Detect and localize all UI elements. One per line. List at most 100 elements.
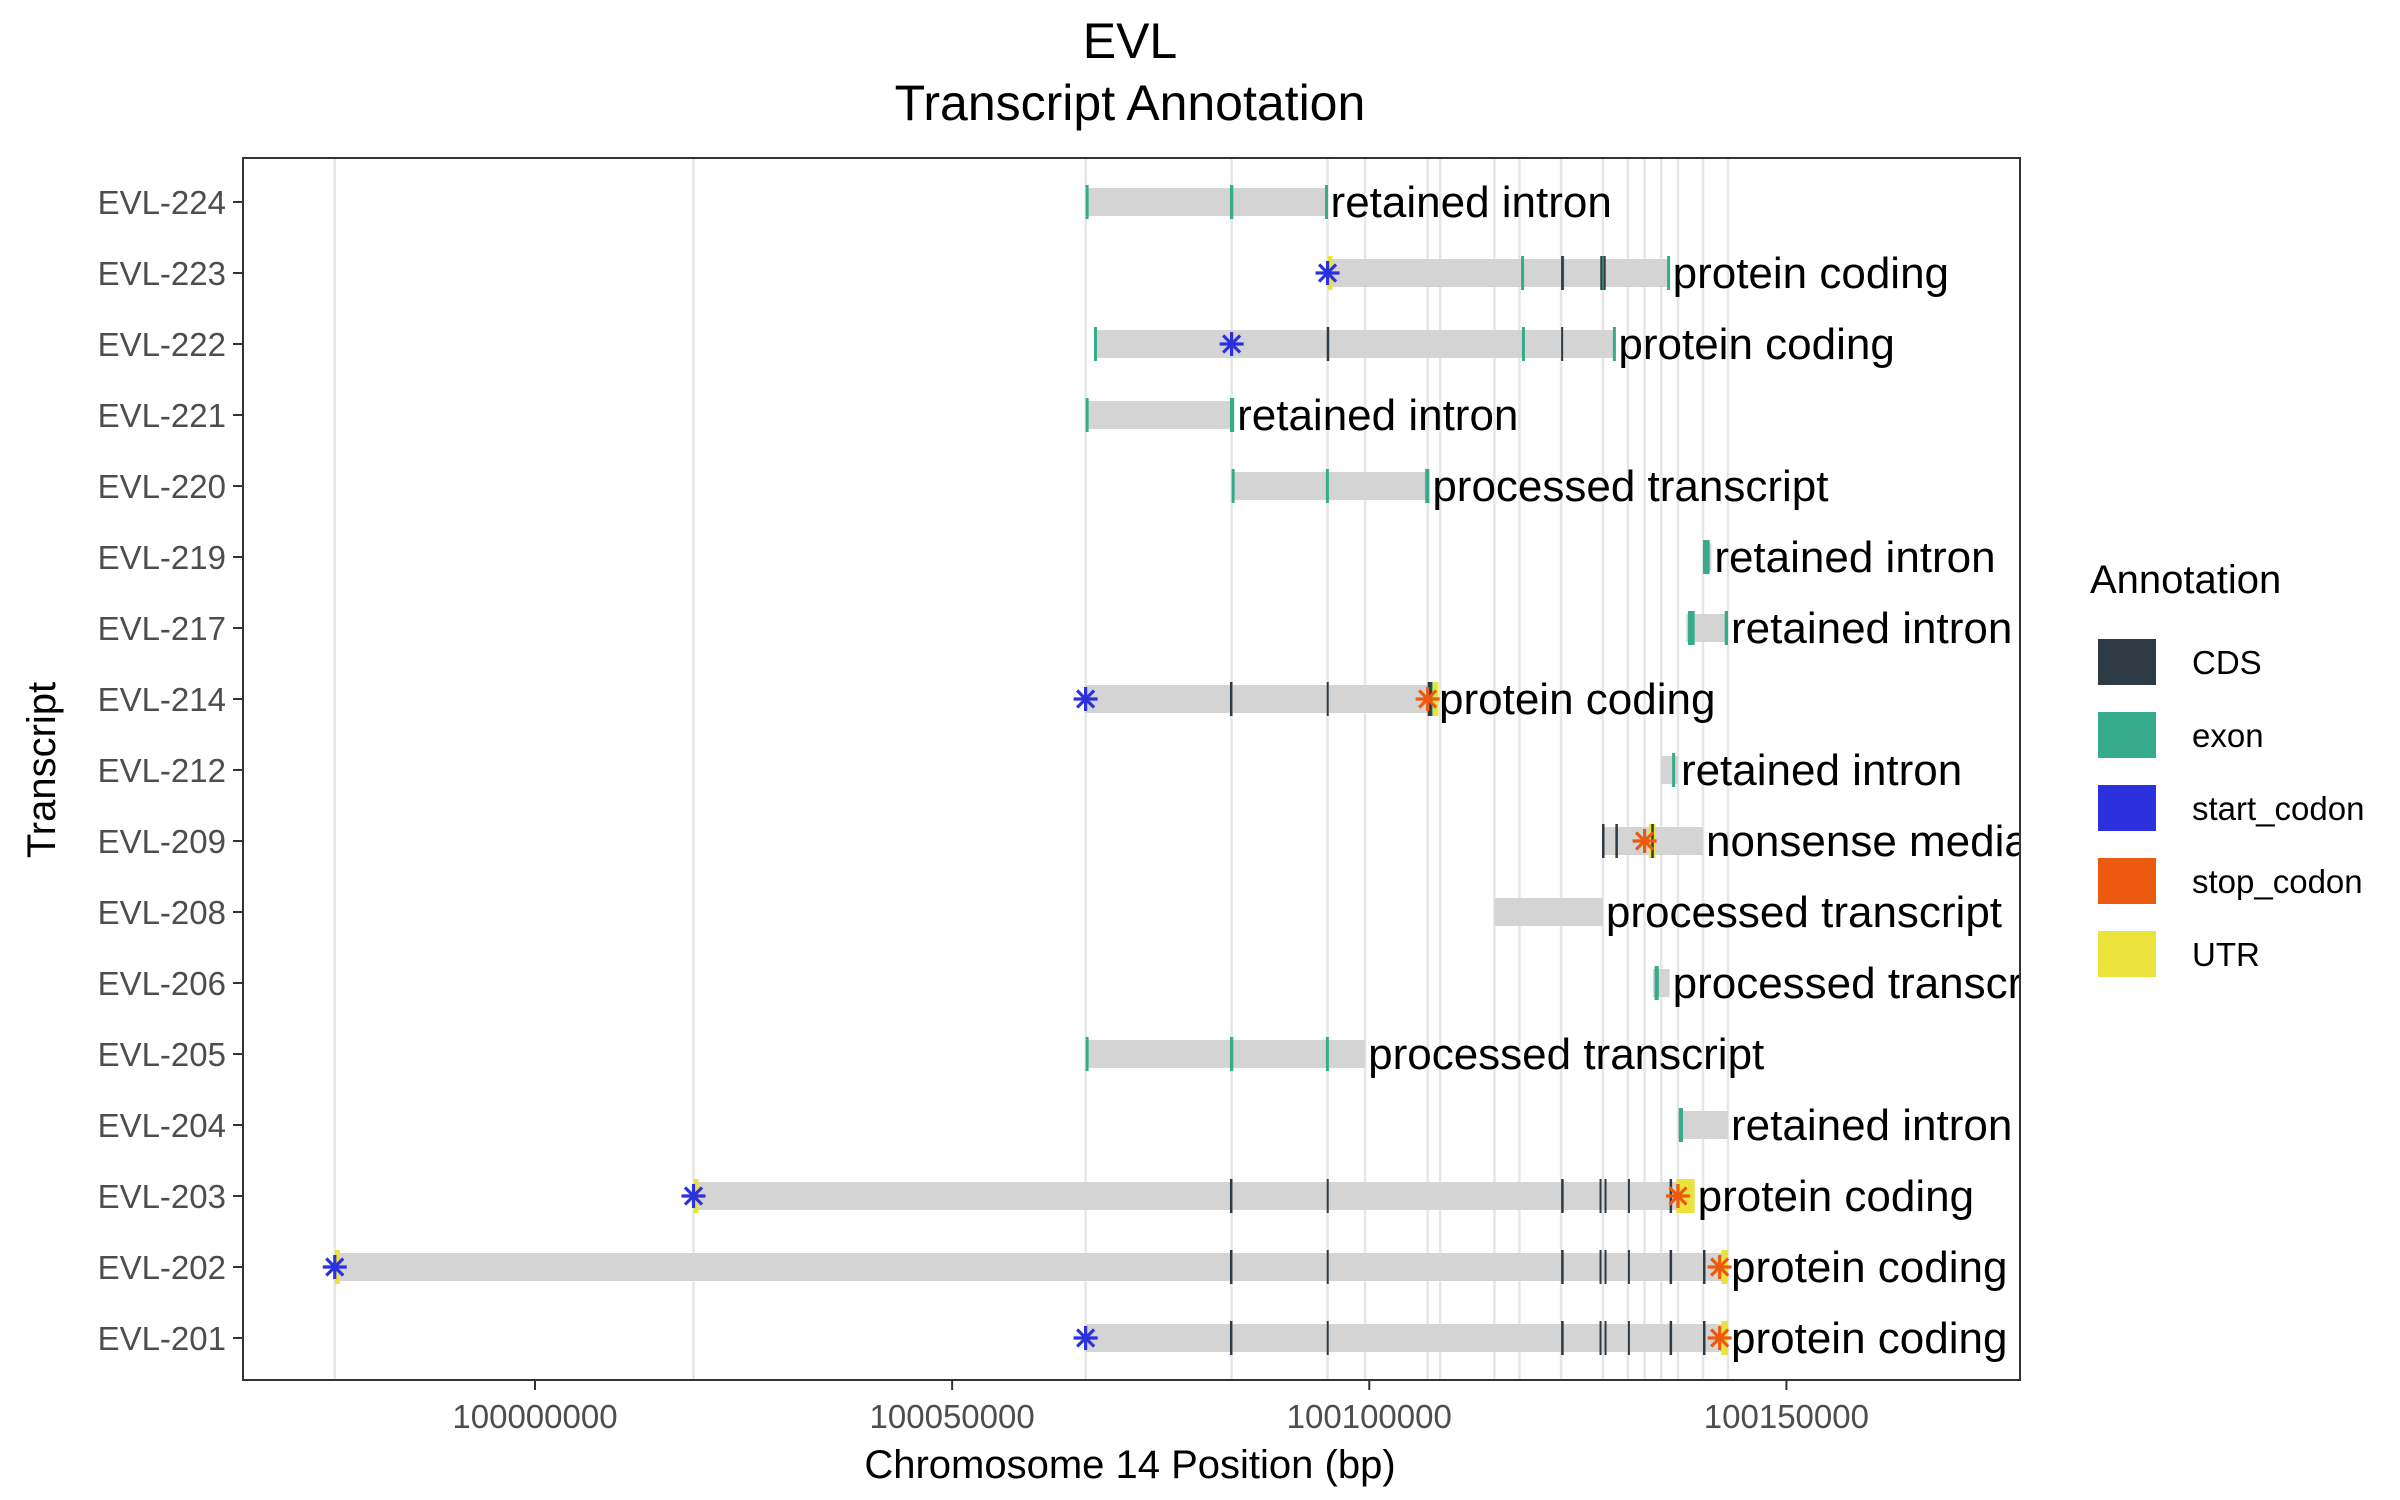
transcript-row: [1686, 611, 1729, 645]
cds-segment: [1604, 1250, 1607, 1284]
cds-segment: [1599, 1250, 1602, 1284]
transcript-type-label: retained intron: [1681, 746, 1962, 795]
transcript-body: [1085, 188, 1328, 216]
start-codon-marker: [1315, 261, 1340, 285]
transcript-body: [1327, 259, 1670, 287]
y-tick-label: EVL-219: [98, 539, 226, 576]
y-tick-label: EVL-212: [98, 752, 226, 789]
transcript-type-label: protein coding: [1731, 1243, 2007, 1292]
transcript-type-label: protein coding: [1618, 320, 1894, 369]
cds-segment: [1561, 1250, 1564, 1284]
transcript-row: [1073, 682, 1440, 716]
cds-segment: [1326, 682, 1329, 716]
transcript-body: [693, 1182, 1695, 1210]
start-codon-marker: [322, 1255, 347, 1279]
transcript-type-label: protein coding: [1439, 675, 1715, 724]
panel-content: retained intron protein coding protein cod…: [322, 158, 2220, 1380]
exon-segment: [1654, 966, 1659, 1000]
transcript-type-label: processed transcript: [1432, 462, 1828, 511]
stop-codon-marker: [1632, 829, 1657, 853]
legend-swatch-cds: [2098, 639, 2156, 685]
exon-segment: [1667, 256, 1671, 290]
y-tick-label: EVL-221: [98, 397, 226, 434]
y-tick-label: EVL-223: [98, 255, 226, 292]
stop-codon-marker-stroke: [1634, 831, 1655, 851]
transcript-type-label: protein coding: [1673, 249, 1949, 298]
legend-swatch-utr: [2098, 931, 2156, 977]
transcript-type-label: nonsense mediated decay: [1706, 817, 2220, 866]
transcript-row: [1661, 753, 1678, 787]
start-codon-marker-stroke: [1317, 263, 1338, 283]
cds-segment: [1229, 682, 1233, 716]
exon-segment: [1687, 611, 1695, 645]
cds-segment: [1326, 1179, 1329, 1213]
x-tick-label: 100150000: [1704, 1398, 1869, 1435]
legend: Annotation CDS exon start_codon stop_codon U…: [2090, 558, 2364, 977]
exon-segment: [1229, 1037, 1234, 1071]
cds-segment: [1599, 1179, 1602, 1213]
stop-codon-marker: [1707, 1326, 1732, 1350]
exon-segment: [1612, 327, 1616, 361]
cds-segment: [1602, 824, 1605, 858]
stop-codon-marker: [1707, 1255, 1732, 1279]
transcript-row: [1652, 966, 1670, 1000]
cds-segment: [1627, 1250, 1630, 1284]
panel-background: [243, 158, 2020, 1380]
y-tick-label: EVL-201: [98, 1320, 226, 1357]
transcript-type-label: retained intron: [1731, 604, 2012, 653]
cds-segment: [1669, 1250, 1673, 1284]
exon-segment: [1425, 469, 1430, 503]
stop-codon-marker-stroke: [1710, 1257, 1730, 1277]
exon-segment: [1085, 1037, 1089, 1071]
exon-segment: [1724, 611, 1729, 645]
x-tick-label: 100000000: [452, 1398, 617, 1435]
cds-segment: [1229, 1321, 1233, 1355]
x-tick-label: 100050000: [870, 1398, 1035, 1435]
transcript-type-label: processed transcript: [1368, 1030, 1764, 1079]
y-tick-label: EVL-206: [98, 965, 226, 1002]
cds-segment: [1702, 1250, 1706, 1284]
cds-segment: [1561, 1321, 1564, 1355]
legend-label-stop-codon: stop_codon: [2192, 863, 2363, 900]
transcript-type-label: protein coding: [1698, 1172, 1974, 1221]
transcript-row: [1602, 824, 1703, 858]
stop-codon-marker-stroke: [1710, 1328, 1730, 1348]
y-tick-label: EVL-222: [98, 326, 226, 363]
transcript-row: [1702, 540, 1712, 574]
cds-segment: [1561, 1179, 1564, 1213]
cds-segment: [1326, 327, 1330, 361]
transcript-row: [322, 1250, 1732, 1284]
cds-segment: [1702, 1321, 1706, 1355]
legend-label-exon: exon: [2192, 717, 2264, 754]
exon-segment: [1521, 327, 1525, 361]
cds-segment: [1326, 1321, 1329, 1355]
transcript-body: [1085, 685, 1437, 713]
transcript-body: [1093, 330, 1616, 358]
y-tick-label: EVL-220: [98, 468, 226, 505]
exon-segment: [1085, 398, 1089, 432]
exon-segment: [1521, 256, 1525, 290]
transcript-type-label: processed transcript: [1673, 959, 2069, 1008]
transcript-row: [1494, 898, 1603, 926]
exon-segment: [1093, 327, 1097, 361]
legend-label-utr: UTR: [2192, 936, 2260, 973]
start-codon-marker: [1073, 1326, 1098, 1350]
y-tick-label: EVL-208: [98, 894, 226, 931]
transcript-body: [1661, 756, 1678, 784]
x-tick-label: 100100000: [1287, 1398, 1452, 1435]
exon-segment: [1678, 1108, 1683, 1142]
exon-segment: [1325, 185, 1329, 219]
plot-area: retained intron protein coding protein cod…: [98, 157, 2220, 1435]
x-axis-label: Chromosome 14 Position (bp): [864, 1443, 1395, 1487]
y-tick-label: EVL-224: [98, 184, 226, 221]
legend-swatch-stop-codon: [2098, 858, 2156, 904]
y-tick-label: EVL-209: [98, 823, 226, 860]
legend-label-start-codon: start_codon: [2192, 790, 2364, 827]
transcript-type-label: retained intron: [1731, 1101, 2012, 1150]
stop-codon-marker-stroke: [1668, 1186, 1688, 1206]
legend-title: Annotation: [2090, 558, 2281, 602]
chart-title-line2: Transcript Annotation: [895, 75, 1366, 131]
transcript-row: [1231, 469, 1430, 503]
transcript-row: [1085, 398, 1235, 432]
